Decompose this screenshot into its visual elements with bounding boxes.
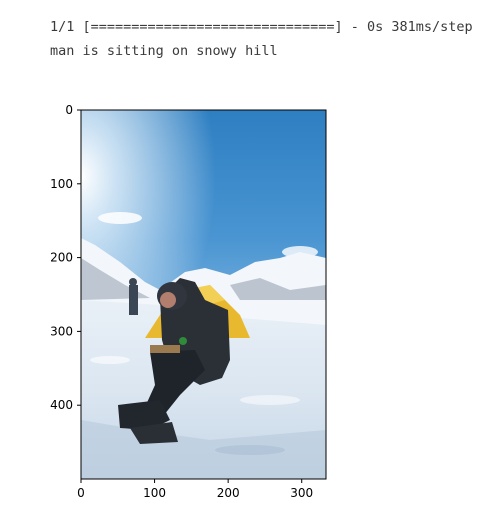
y-tick-label: 0 (65, 103, 73, 117)
x-axis: 0 100 200 300 (77, 479, 313, 500)
plot-frame (80, 109, 327, 480)
x-tick-label: 0 (77, 486, 85, 500)
y-tick-label: 100 (50, 177, 73, 191)
y-axis: 0 100 200 300 400 (50, 103, 81, 412)
y-tick-label: 300 (50, 324, 73, 338)
x-tick-label: 200 (217, 486, 240, 500)
y-tick-label: 400 (50, 398, 73, 412)
caption-output: man is sitting on snowy hill (50, 43, 278, 59)
y-tick-label: 200 (50, 251, 73, 265)
photo-image (81, 110, 326, 479)
x-tick-label: 100 (143, 486, 166, 500)
progress-output: 1/1 [==============================] - 0… (50, 19, 473, 35)
x-tick-label: 300 (290, 486, 313, 500)
